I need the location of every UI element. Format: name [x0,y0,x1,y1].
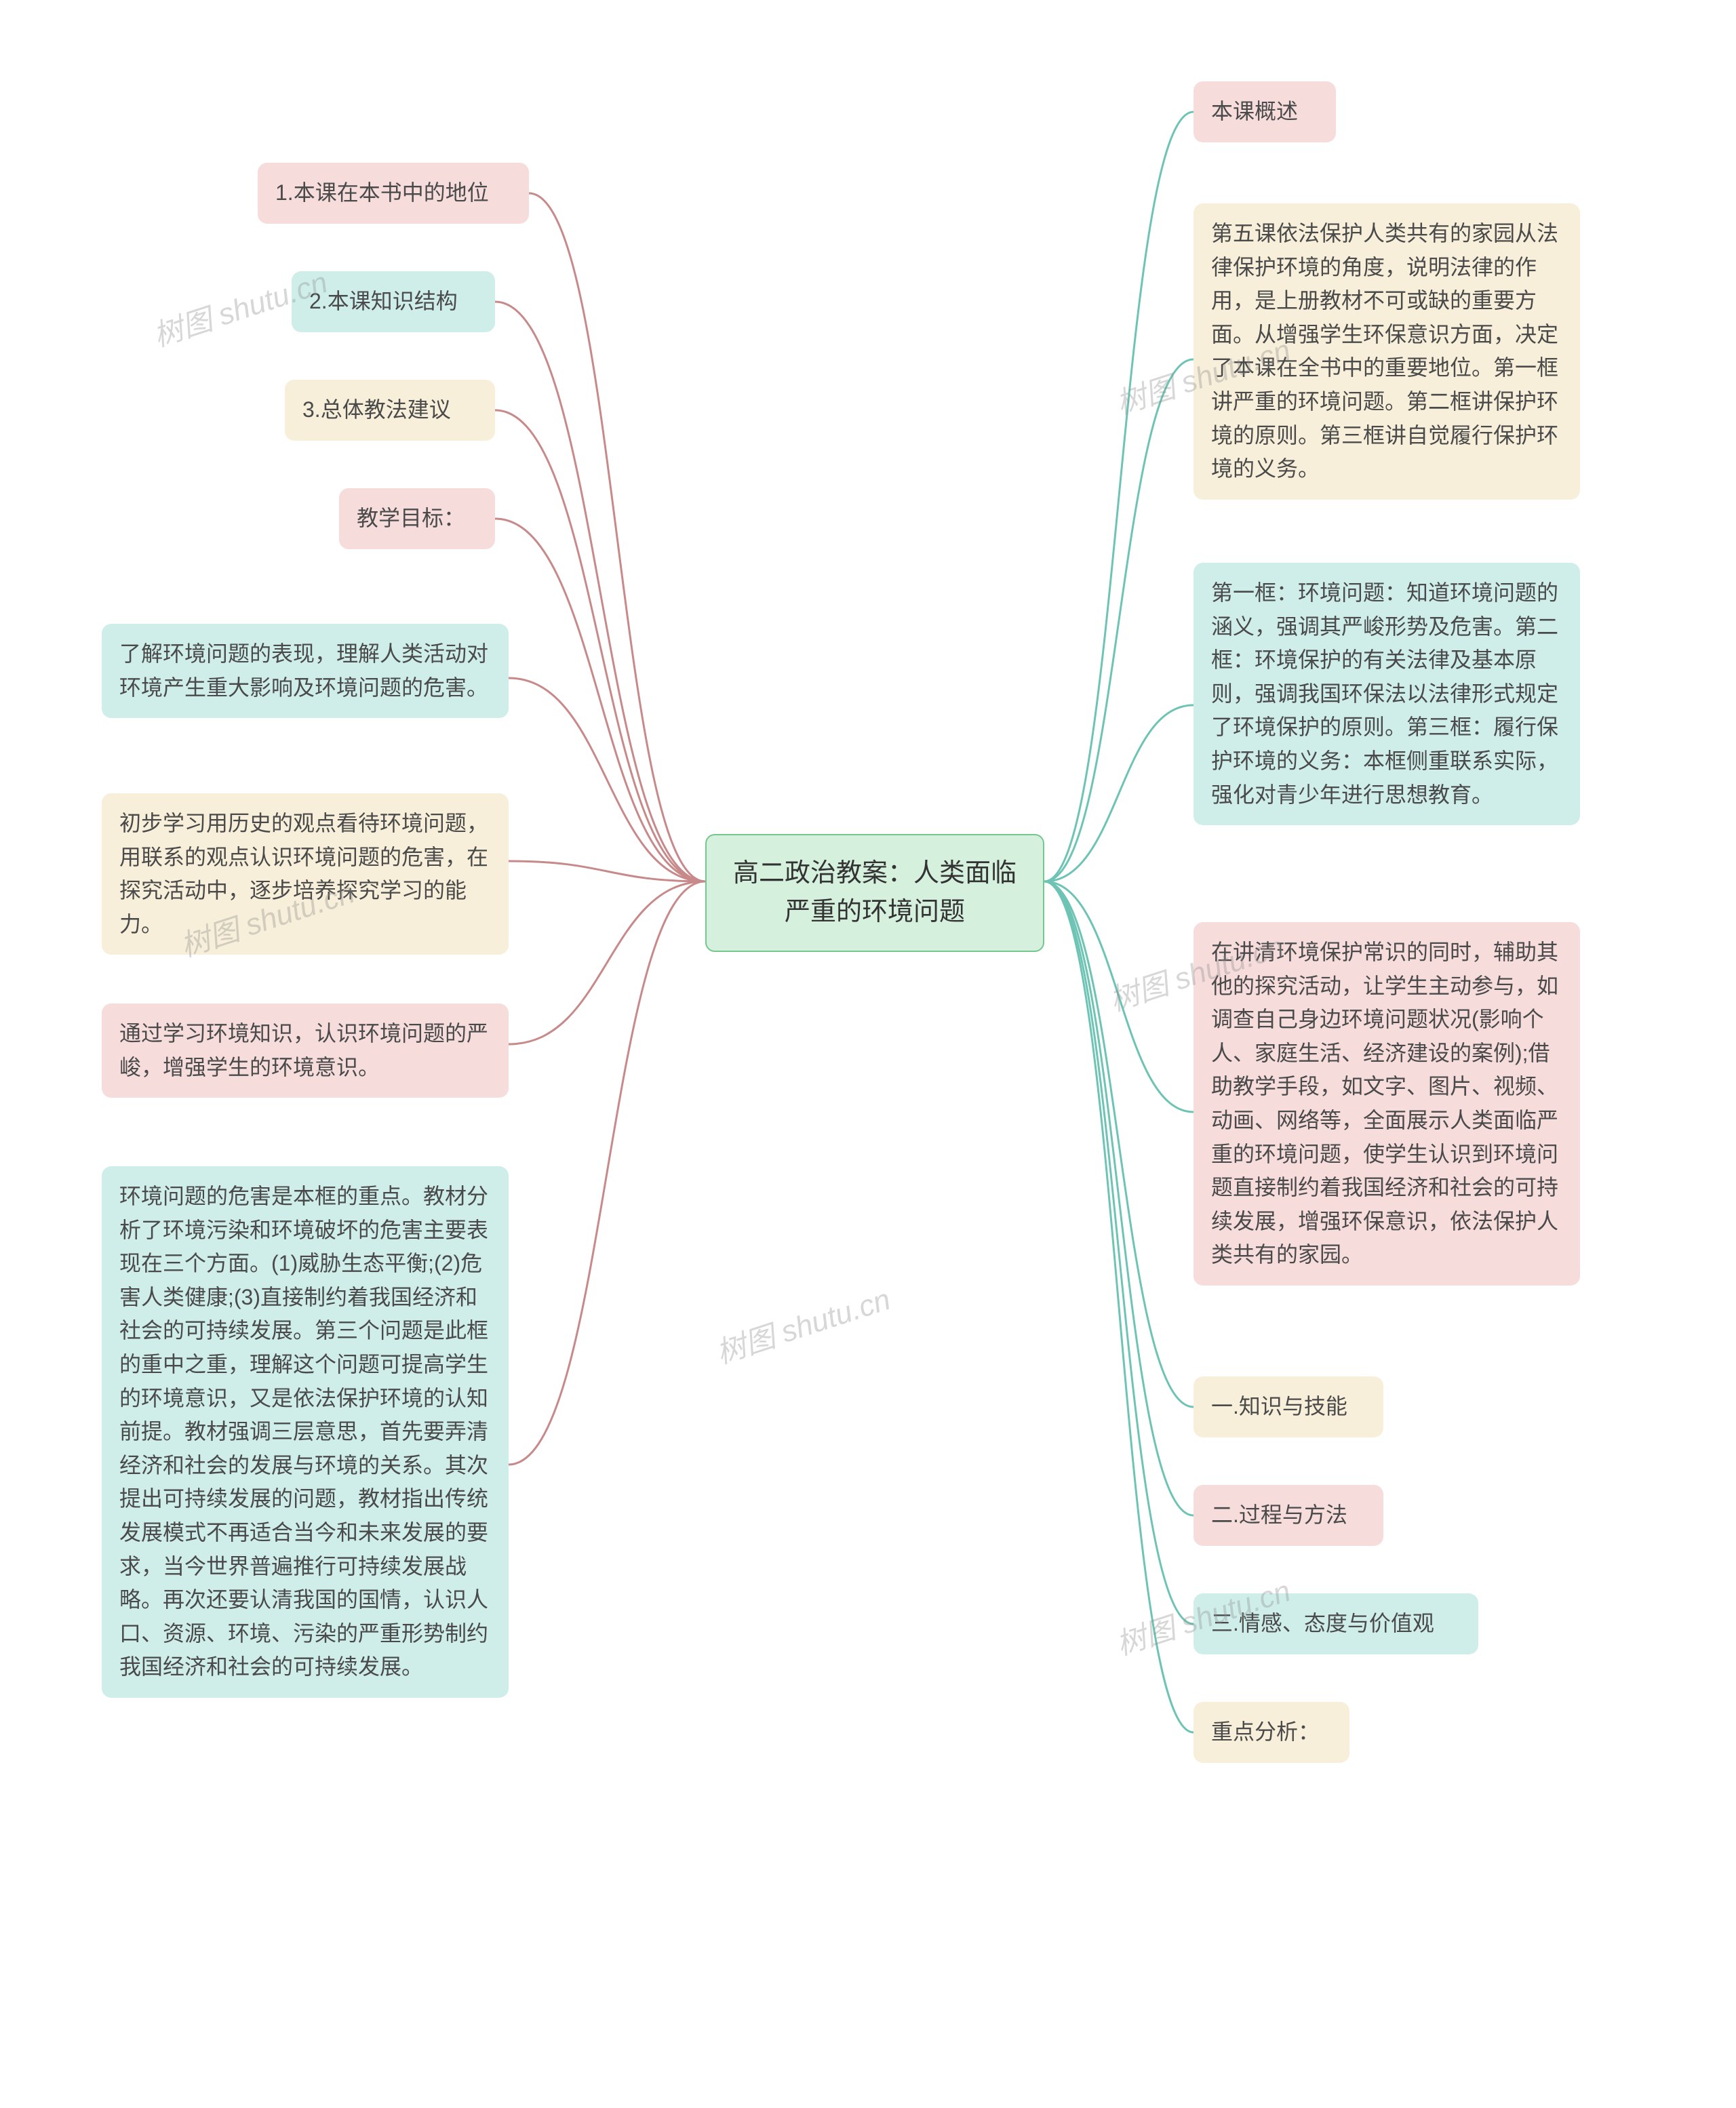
watermark: 树图 shutu.cn [710,1275,895,1372]
left-node-l4: 教学目标： [339,488,495,549]
node-text: 第一框：环境问题：知道环境问题的涵义，强调其严峻形势及危害。第二框：环境保护的有… [1211,580,1558,807]
node-text: 二.过程与方法 [1211,1503,1347,1527]
left-node-l1: 1.本课在本书中的地位 [258,163,529,224]
left-node-l8: 环境问题的危害是本框的重点。教材分析了环境污染和环境破坏的危害主要表现在三个方面… [102,1166,509,1698]
right-node-r6: 二.过程与方法 [1194,1485,1383,1546]
node-text: 1.本课在本书中的地位 [275,180,489,205]
right-node-r7: 三.情感、态度与价值观 [1194,1593,1478,1654]
node-text: 通过学习环境知识，认识环境问题的严峻，增强学生的环境意识。 [119,1021,488,1079]
node-text: 三.情感、态度与价值观 [1211,1611,1434,1635]
mindmap-canvas: 高二政治教案：人类面临 严重的环境问题 1.本课在本书中的地位 2.本课知识结构… [0,0,1736,2108]
node-text: 了解环境问题的表现，理解人类活动对环境产生重大影响及环境问题的危害。 [119,641,488,700]
center-line1: 高二政治教案：人类面临 [730,854,1020,893]
right-node-r2: 第五课依法保护人类共有的家园从法律保护环境的角度，说明法律的作用，是上册教材不可… [1194,203,1580,500]
center-topic: 高二政治教案：人类面临 严重的环境问题 [705,834,1044,952]
node-text: 一.知识与技能 [1211,1394,1347,1418]
node-text: 3.总体教法建议 [302,397,451,422]
right-node-r1: 本课概述 [1194,81,1336,142]
node-text: 第五课依法保护人类共有的家园从法律保护环境的角度，说明法律的作用，是上册教材不可… [1211,221,1558,481]
node-text: 2.本课知识结构 [309,289,458,313]
center-line2: 严重的环境问题 [730,893,1020,932]
right-node-r8: 重点分析： [1194,1702,1349,1763]
left-node-l2: 2.本课知识结构 [292,271,495,332]
right-node-r5: 一.知识与技能 [1194,1376,1383,1437]
node-text: 重点分析： [1211,1719,1320,1744]
right-node-r4: 在讲清环境保护常识的同时，辅助其他的探究活动，让学生主动参与，如调查自己身边环境… [1194,922,1580,1286]
left-node-l5: 了解环境问题的表现，理解人类活动对环境产生重大影响及环境问题的危害。 [102,624,509,718]
node-text: 本课概述 [1211,99,1298,123]
left-node-l6: 初步学习用历史的观点看待环境问题，用联系的观点认识环境问题的危害，在探究活动中，… [102,793,509,955]
node-text: 在讲清环境保护常识的同时，辅助其他的探究活动，让学生主动参与，如调查自己身边环境… [1211,940,1558,1267]
left-node-l3: 3.总体教法建议 [285,380,495,441]
node-text: 环境问题的危害是本框的重点。教材分析了环境污染和环境破坏的危害主要表现在三个方面… [119,1184,488,1679]
node-text: 教学目标： [357,506,465,530]
right-node-r3: 第一框：环境问题：知道环境问题的涵义，强调其严峻形势及危害。第二框：环境保护的有… [1194,563,1580,825]
left-node-l7: 通过学习环境知识，认识环境问题的严峻，增强学生的环境意识。 [102,1003,509,1098]
node-text: 初步学习用历史的观点看待环境问题，用联系的观点认识环境问题的危害，在探究活动中，… [119,811,488,936]
